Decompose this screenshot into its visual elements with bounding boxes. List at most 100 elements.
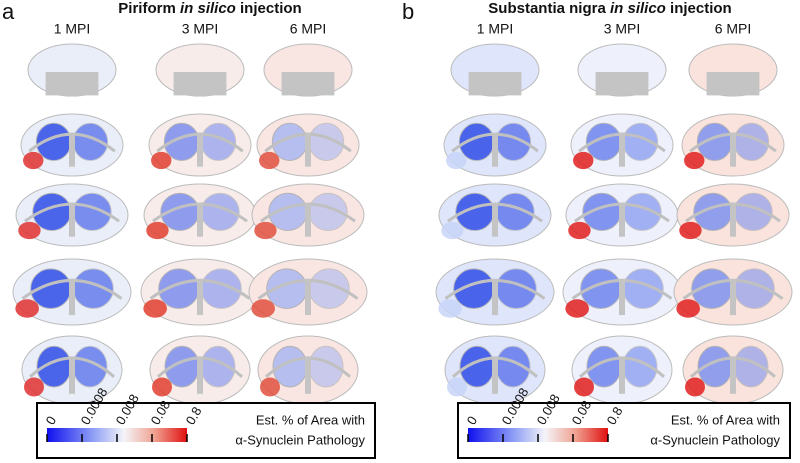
- slice-midline: [197, 132, 203, 167]
- slice-gray: [173, 72, 227, 96]
- brain-slice: [248, 258, 368, 326]
- slice-accent: [447, 377, 467, 397]
- slice-midline: [305, 202, 311, 237]
- column-label: 1 MPI: [54, 21, 91, 37]
- title-part: Substantia nigra: [488, 0, 606, 17]
- column-label: 3 MPI: [604, 21, 641, 37]
- legend-box: [457, 402, 791, 459]
- brain-slice: [140, 258, 260, 326]
- slice-accent: [18, 221, 41, 240]
- slice-midline: [730, 202, 736, 237]
- brain-slice: [21, 335, 123, 405]
- legend-label: Est. % of Area with: [256, 412, 365, 427]
- column-label: 3 MPI: [182, 21, 219, 37]
- slice-accent: [679, 221, 702, 240]
- slice-accent: [573, 151, 594, 170]
- brain-slice: [688, 43, 778, 97]
- slice-accent: [446, 151, 467, 170]
- brain-slice: [438, 183, 552, 247]
- slice-gray: [45, 72, 99, 96]
- slice-accent: [151, 151, 172, 170]
- title-italic: in silico: [610, 0, 666, 17]
- brain-slice: [673, 258, 793, 326]
- slice-midline: [305, 132, 311, 167]
- slice-midline: [492, 356, 498, 394]
- legend-label: α-Synuclein Pathology: [235, 432, 365, 447]
- slice-gray: [281, 72, 335, 96]
- brain-slice: [15, 183, 129, 247]
- slice-accent: [438, 299, 462, 318]
- slice-accent: [676, 299, 700, 318]
- brain-slice: [570, 113, 674, 177]
- slice-accent: [23, 151, 44, 170]
- brain-slice: [444, 335, 546, 405]
- slice-accent: [152, 377, 172, 397]
- slice-accent: [260, 377, 280, 397]
- slice-accent: [259, 151, 280, 170]
- slice-midline: [197, 278, 203, 316]
- slice-midline: [305, 356, 311, 394]
- brain-slice: [148, 113, 252, 177]
- title-part: injection: [670, 0, 732, 17]
- title-part: injection: [240, 0, 302, 17]
- brain-slice: [562, 258, 682, 326]
- brain-slice: [571, 335, 673, 405]
- slice-accent: [15, 299, 39, 318]
- slice-midline: [619, 132, 625, 167]
- slice-midline: [69, 132, 75, 167]
- slice-midline: [619, 356, 625, 394]
- brain-slice: [143, 183, 257, 247]
- slice-accent: [146, 221, 169, 240]
- slice-midline: [492, 202, 498, 237]
- brain-slice: [577, 43, 667, 97]
- slice-accent: [143, 299, 167, 318]
- brain-slice: [12, 258, 132, 326]
- legend-label: α-Synuclein Pathology: [650, 432, 780, 447]
- column-label: 1 MPI: [477, 21, 514, 37]
- brain-slice: [155, 43, 245, 97]
- slice-midline: [69, 202, 75, 237]
- slice-accent: [254, 221, 277, 240]
- slice-midline: [197, 202, 203, 237]
- brain-slice: [450, 43, 540, 97]
- panel: a Piriform in silico injection 1 MPI 3 MPI 6…: [2, 0, 376, 459]
- slice-gray: [706, 72, 760, 96]
- slice-midline: [305, 278, 311, 316]
- brain-slice: [435, 258, 555, 326]
- brain-slice: [565, 183, 679, 247]
- brain-slice: [149, 335, 251, 405]
- slice-midline: [730, 132, 736, 167]
- slice-midline: [492, 278, 498, 316]
- brain-slice: [256, 113, 360, 177]
- slice-accent: [441, 221, 464, 240]
- slice-midline: [730, 356, 736, 394]
- brain-slice: [676, 183, 790, 247]
- panel-letter: a: [2, 0, 15, 24]
- slice-gray: [468, 72, 522, 96]
- slice-midline: [492, 132, 498, 167]
- brain-slice: [263, 43, 353, 97]
- panel-letter: b: [402, 0, 414, 24]
- slice-accent: [574, 377, 594, 397]
- brain-slice: [27, 43, 117, 97]
- slice-accent: [24, 377, 44, 397]
- column-label: 6 MPI: [290, 21, 327, 37]
- slice-midline: [197, 356, 203, 394]
- slice-accent: [684, 151, 705, 170]
- slice-accent: [565, 299, 589, 318]
- brain-slice: [257, 335, 359, 405]
- slice-accent: [568, 221, 591, 240]
- brain-slice: [251, 183, 365, 247]
- slice-midline: [619, 202, 625, 237]
- legend-label: Est. % of Area with: [671, 412, 780, 427]
- slice-accent: [685, 377, 705, 397]
- brain-slice: [20, 113, 124, 177]
- slice-gray: [595, 72, 649, 96]
- slice-midline: [69, 356, 75, 394]
- brain-slice: [443, 113, 547, 177]
- title-italic: in silico: [180, 0, 236, 17]
- slice-midline: [69, 278, 75, 316]
- panel-title: Substantia nigra in silico injection: [488, 0, 731, 17]
- panel-title: Piriform in silico injection: [118, 0, 301, 17]
